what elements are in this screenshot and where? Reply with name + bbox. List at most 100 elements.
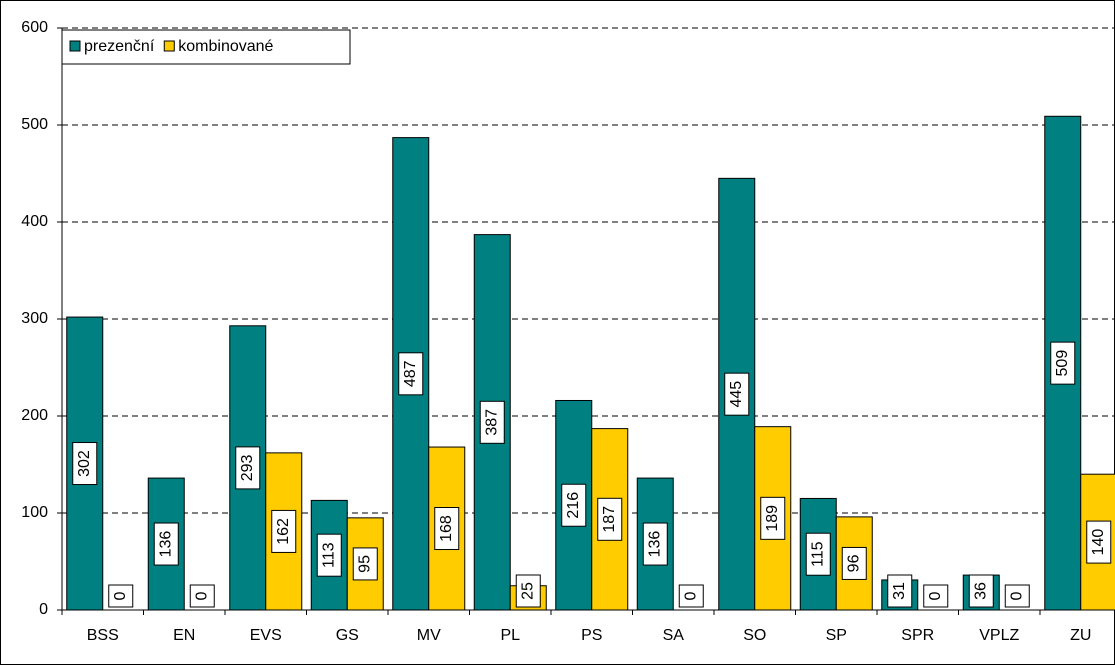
data-label-box (479, 400, 505, 444)
data-label-box (597, 497, 623, 541)
data-label-text: 302 (76, 450, 93, 477)
x-tick-label: MV (417, 627, 441, 644)
data-label: 0 (1004, 584, 1030, 608)
data-label-box (398, 352, 424, 396)
data-label-box (642, 522, 668, 566)
data-label-box (271, 509, 297, 553)
data-label-box (724, 372, 750, 416)
data-label-text: 115 (809, 541, 826, 567)
y-tick-label: 300 (21, 310, 48, 327)
data-label-box (189, 584, 215, 608)
x-tick-label: VPLZ (979, 627, 1019, 644)
y-tick-label: 0 (39, 601, 48, 618)
data-label-box (72, 442, 98, 486)
legend-label: kombinované (178, 38, 273, 55)
data-label: 216 (561, 483, 587, 527)
data-label-box (887, 574, 913, 608)
x-tick-label: SA (663, 627, 685, 644)
data-label: 25 (515, 574, 541, 608)
x-tick-label: PL (500, 627, 520, 644)
x-tick-label: BSS (87, 627, 119, 644)
data-label: 302 (72, 442, 98, 486)
data-label-text: 140 (1090, 529, 1107, 556)
data-label-text: 162 (275, 518, 292, 545)
data-label-text: 0 (927, 591, 944, 600)
y-tick-label: 100 (21, 504, 48, 521)
data-label-box (923, 584, 949, 608)
legend-label: prezenční (84, 38, 155, 55)
data-label: 136 (153, 522, 179, 566)
data-label: 445 (724, 372, 750, 416)
data-label: 113 (316, 533, 342, 577)
data-label: 0 (189, 584, 215, 608)
data-label-text: 96 (845, 554, 862, 572)
data-label-box (561, 483, 587, 527)
legend-box (61, 29, 351, 65)
data-label-text: 136 (646, 531, 663, 558)
data-label-text: 168 (438, 515, 455, 542)
data-label: 509 (1050, 341, 1076, 385)
data-label-box (760, 496, 786, 540)
data-label: 140 (1086, 520, 1112, 564)
data-label: 36 (968, 574, 994, 608)
data-label-text: 113 (320, 542, 337, 568)
data-label: 168 (434, 507, 460, 551)
data-label-box (1086, 520, 1112, 564)
data-label: 31 (887, 574, 913, 608)
x-tick-label: ZU (1070, 627, 1091, 644)
data-label-text: 0 (1008, 591, 1025, 600)
data-label-box (235, 446, 261, 490)
data-label-text: 95 (356, 555, 373, 573)
data-label: 187 (597, 497, 623, 541)
data-label-text: 445 (728, 381, 745, 408)
data-label: 115 (805, 532, 831, 576)
data-label-text: 487 (402, 360, 419, 387)
data-label-box (515, 574, 541, 608)
data-label: 0 (678, 584, 704, 608)
x-tick-label: SPR (901, 627, 934, 644)
y-tick-label: 400 (21, 213, 48, 230)
data-label: 95 (352, 547, 378, 581)
legend-swatch (163, 40, 175, 52)
data-label-box (153, 522, 179, 566)
data-label-text: 0 (193, 591, 210, 600)
data-label-box (805, 532, 831, 576)
data-label: 189 (760, 496, 786, 540)
data-label-text: 36 (972, 582, 989, 600)
x-tick-label: GS (336, 627, 359, 644)
data-label-text: 293 (239, 454, 256, 481)
data-label-box (841, 546, 867, 580)
data-label-text: 0 (112, 591, 129, 600)
x-tick-label: EVS (250, 627, 282, 644)
data-label: 0 (923, 584, 949, 608)
legend-swatch (69, 40, 81, 52)
data-label-box (678, 584, 704, 608)
data-label: 162 (271, 509, 297, 553)
data-label-text: 31 (891, 582, 908, 600)
y-tick-label: 200 (21, 407, 48, 424)
data-label-text: 0 (682, 591, 699, 600)
data-label: 96 (841, 546, 867, 580)
y-tick-label: 600 (21, 19, 48, 36)
data-label: 136 (642, 522, 668, 566)
data-label: 487 (398, 352, 424, 396)
data-label-box (1004, 584, 1030, 608)
data-label: 293 (235, 446, 261, 490)
x-tick-label: SO (743, 627, 766, 644)
data-label-text: 509 (1054, 350, 1071, 377)
data-label-box (108, 584, 134, 608)
data-label-text: 25 (519, 582, 536, 600)
legend: prezenční kombinované (61, 29, 351, 65)
x-tick-label: EN (173, 627, 195, 644)
data-label-text: 187 (601, 506, 618, 533)
data-label-text: 216 (565, 492, 582, 519)
data-label-box (352, 547, 378, 581)
x-tick-label: SP (826, 627, 847, 644)
data-label-box (434, 507, 460, 551)
data-label-box (316, 533, 342, 577)
data-label-text: 189 (764, 505, 781, 532)
data-label: 0 (108, 584, 134, 608)
data-label-box (1050, 341, 1076, 385)
data-label-box (968, 574, 994, 608)
